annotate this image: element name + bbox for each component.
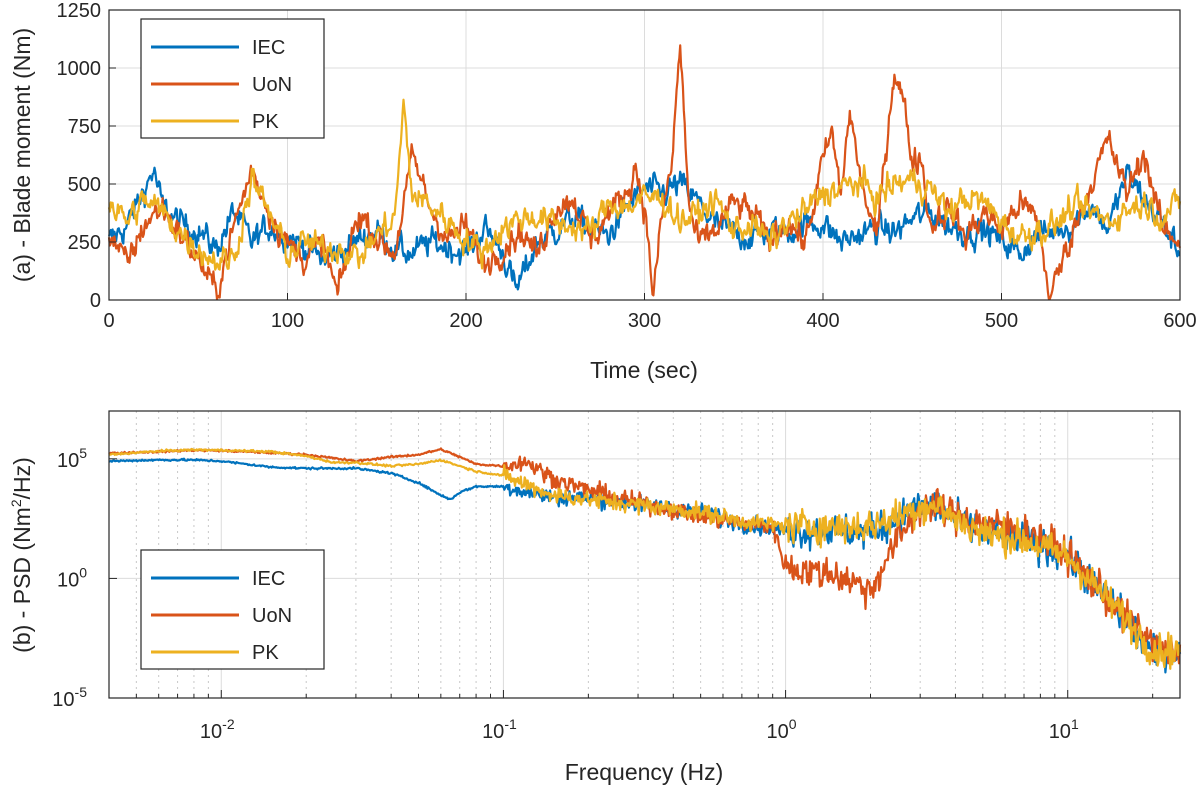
x-axis-label-a: Time (sec): [590, 357, 698, 383]
x-tick-label: 400: [806, 310, 839, 332]
series-lines-a: [107, 44, 1182, 301]
psd-panel: 10-2 10-1 100 101 10-5 100 105 Frequency (Hz)…: [8, 410, 1182, 785]
ticks-b: [108, 458, 1154, 699]
x-tick-labels-a: 0 100 200 300 400 500 600: [103, 310, 1196, 332]
x-axis-label-b: Frequency (Hz): [565, 759, 723, 785]
legend-label-pk: PK: [252, 111, 279, 133]
legend-a: IEC UoN PK: [140, 18, 325, 139]
y-tick-label: 0: [90, 290, 101, 312]
legend-label-iec: IEC: [252, 568, 285, 590]
x-tick-label: 10-2: [200, 716, 235, 743]
y-axis-label-a: (a) - Blade moment (Nm): [9, 28, 35, 282]
y-tick-labels-a: 0 250 500 750 1000 1250: [57, 0, 102, 312]
y-tick-label: 750: [68, 116, 101, 138]
x-tick-label: 100: [767, 716, 797, 743]
legend-label-iec: IEC: [252, 37, 285, 59]
x-tick-label: 0: [103, 310, 114, 332]
y-axis-label-b-prefix: (b) - PSD (Nm: [9, 507, 35, 653]
x-tick-label: 100: [271, 310, 304, 332]
y-tick-label: 105: [57, 445, 87, 472]
y-axis-label-b-sup: 2: [8, 499, 24, 507]
series-line-uon: [107, 44, 1182, 301]
y-tick-label: 500: [68, 174, 101, 196]
y-tick-label: 250: [68, 232, 101, 254]
series-lines-b: [108, 447, 1182, 674]
legend-box-a: [140, 18, 325, 139]
ticks-a: [108, 9, 1181, 301]
y-axis-label-b: (b) - PSD (Nm2/Hz): [8, 457, 35, 653]
axes-box-b: [108, 410, 1181, 699]
y-axis-label-b-suffix: /Hz): [9, 457, 35, 499]
series-line-pk: [108, 447, 1182, 670]
x-tick-label: 600: [1163, 310, 1196, 332]
legend-label-uon: UoN: [252, 605, 292, 627]
legend-label-uon: UoN: [252, 74, 292, 96]
y-tick-label: 100: [57, 564, 87, 591]
x-tick-label: 101: [1049, 716, 1079, 743]
legend-box-b: [140, 549, 325, 670]
time-series-panel: 0 100 200 300 400 500 600 0 250 500 750 1000 1250 T…: [9, 0, 1197, 383]
y-tick-label: 1000: [57, 58, 102, 80]
y-tick-label: 10-5: [52, 684, 87, 711]
y-tick-labels-b: 10-5 100 105: [52, 445, 87, 711]
legend-b: IEC UoN PK: [140, 549, 325, 670]
legend-label-pk: PK: [252, 642, 279, 664]
series-line-pk: [107, 98, 1182, 271]
y-tick-label: 1250: [57, 0, 102, 22]
x-tick-label: 10-1: [482, 716, 517, 743]
x-tick-label: 500: [985, 310, 1018, 332]
x-tick-label: 300: [628, 310, 661, 332]
x-tick-label: 200: [449, 310, 482, 332]
x-tick-labels-b: 10-2 10-1 100 101: [200, 716, 1079, 743]
